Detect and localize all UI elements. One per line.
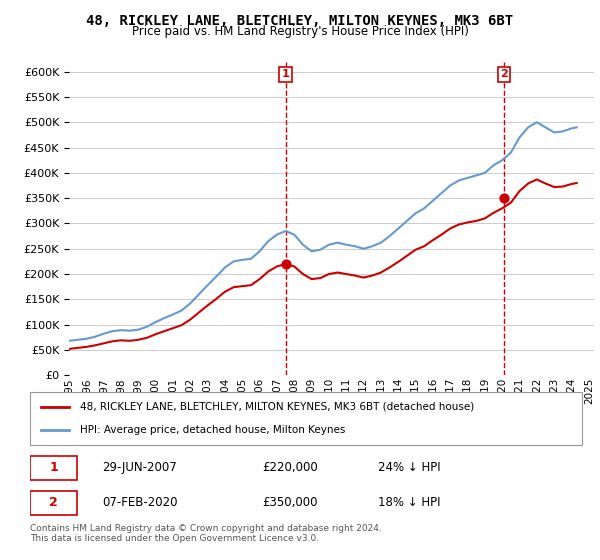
Text: 18% ↓ HPI: 18% ↓ HPI [378,496,440,509]
FancyBboxPatch shape [30,491,77,515]
Text: 2: 2 [49,496,58,509]
Text: Price paid vs. HM Land Registry's House Price Index (HPI): Price paid vs. HM Land Registry's House … [131,25,469,38]
Text: 29-JUN-2007: 29-JUN-2007 [102,461,176,474]
Text: HPI: Average price, detached house, Milton Keynes: HPI: Average price, detached house, Milt… [80,425,345,435]
Text: £220,000: £220,000 [262,461,317,474]
FancyBboxPatch shape [30,392,582,445]
Text: £350,000: £350,000 [262,496,317,509]
Text: 2: 2 [500,69,508,80]
Text: 1: 1 [282,69,289,80]
Text: 07-FEB-2020: 07-FEB-2020 [102,496,177,509]
Text: 24% ↓ HPI: 24% ↓ HPI [378,461,440,474]
FancyBboxPatch shape [30,456,77,480]
Text: 48, RICKLEY LANE, BLETCHLEY, MILTON KEYNES, MK3 6BT (detached house): 48, RICKLEY LANE, BLETCHLEY, MILTON KEYN… [80,402,474,412]
Point [281,259,290,268]
Text: Contains HM Land Registry data © Crown copyright and database right 2024.
This d: Contains HM Land Registry data © Crown c… [30,524,382,543]
Text: 1: 1 [49,461,58,474]
Point [499,194,509,203]
Text: 48, RICKLEY LANE, BLETCHLEY, MILTON KEYNES, MK3 6BT: 48, RICKLEY LANE, BLETCHLEY, MILTON KEYN… [86,14,514,28]
